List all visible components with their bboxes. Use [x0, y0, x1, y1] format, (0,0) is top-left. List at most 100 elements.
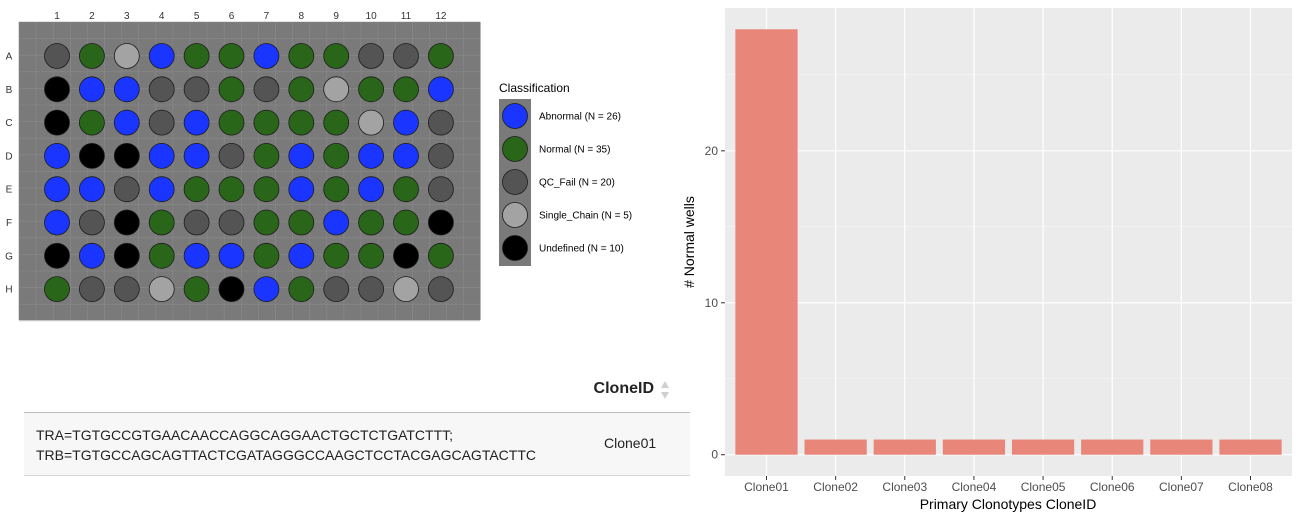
well [44, 142, 70, 169]
row-label: F [6, 218, 12, 229]
well [218, 242, 245, 269]
well [44, 176, 70, 203]
legend-key [502, 202, 528, 228]
well [183, 242, 210, 269]
well [427, 142, 454, 169]
well [427, 209, 454, 236]
column-label: 2 [89, 11, 95, 22]
bar-clone06 [1081, 439, 1144, 455]
bar-clone08 [1219, 439, 1282, 455]
well [218, 276, 245, 303]
well [427, 76, 454, 103]
legend-label: Single_Chain (N = 5) [539, 211, 632, 222]
column-label: 4 [159, 11, 165, 22]
tra-sequence: TRA=TGTGCCGTGAACAACCAGGCAGGAACTGCTCTGATC… [36, 427, 454, 443]
y-tick-label: 10 [705, 296, 719, 310]
well [427, 276, 454, 303]
well [288, 43, 315, 69]
well [358, 276, 385, 303]
clone-table: CloneID TRA=TGTGCCGTGAACAACCAGGCAGGAACTG… [24, 372, 690, 476]
row-label: A [6, 52, 13, 63]
column-label: 3 [124, 11, 130, 22]
well [79, 176, 105, 203]
row-label: H [5, 285, 12, 296]
well [358, 209, 385, 236]
well [323, 76, 350, 103]
bar-clone07 [1150, 439, 1213, 455]
bar-clone04 [942, 439, 1006, 455]
well [183, 43, 210, 69]
well [253, 209, 280, 236]
well [79, 276, 105, 303]
legend-label: QC_Fail (N = 20) [539, 178, 615, 189]
well [183, 76, 210, 103]
bars [735, 29, 1282, 455]
row-label: G [5, 251, 13, 262]
well [288, 109, 315, 136]
well [393, 76, 419, 103]
well [113, 242, 140, 269]
well [79, 209, 105, 236]
column-label: 12 [435, 11, 447, 22]
well [288, 209, 315, 236]
well [358, 142, 385, 169]
legend-key [502, 103, 528, 129]
well [44, 276, 70, 303]
column-label: 11 [401, 11, 412, 22]
well [358, 242, 385, 269]
well [148, 176, 175, 203]
column-label: 5 [194, 11, 200, 22]
well [79, 109, 105, 136]
x-tick-label: Clone02 [813, 480, 858, 494]
well [113, 142, 140, 169]
x-tick-label: Clone07 [1159, 480, 1204, 494]
well [288, 142, 315, 169]
x-tick-label: Clone01 [744, 480, 789, 494]
well [113, 176, 140, 203]
well [253, 43, 280, 69]
plate-column-labels: 1 2 3 4 5 6 7 8 9 10 11 12 [54, 11, 447, 22]
x-tick-label: Clone08 [1228, 480, 1273, 494]
well [427, 43, 454, 69]
well [113, 276, 140, 303]
well [288, 276, 315, 303]
clone-cell: Clone01 [604, 435, 657, 451]
well [323, 109, 350, 136]
table-row: TRA=TGTGCCGTGAACAACCAGGCAGGAACTGCTCTGATC… [24, 413, 690, 476]
well [79, 142, 105, 169]
well [79, 76, 105, 103]
well [218, 142, 245, 169]
legend-key [502, 235, 528, 261]
well [148, 43, 175, 69]
well [323, 276, 350, 303]
x-tick-label: Clone05 [1021, 480, 1066, 494]
sort-icon[interactable] [660, 379, 670, 401]
well [218, 176, 245, 203]
well [44, 43, 70, 69]
column-label: 9 [333, 11, 339, 22]
well [253, 76, 280, 103]
well [393, 276, 419, 303]
well [148, 76, 175, 103]
well [218, 209, 245, 236]
well [427, 176, 454, 203]
sequence-cell: TRA=TGTGCCGTGAACAACCAGGCAGGAACTGCTCTGATC… [36, 425, 536, 465]
well [358, 176, 385, 203]
bar-clone03 [873, 439, 936, 455]
column-label: 8 [299, 11, 305, 22]
well [253, 176, 280, 203]
well [183, 276, 210, 303]
well [253, 109, 280, 136]
x-tick-label: Clone03 [882, 480, 927, 494]
bar-clone05 [1011, 439, 1075, 455]
well [358, 76, 385, 103]
well [323, 242, 350, 269]
well [218, 109, 245, 136]
column-label: 7 [264, 11, 270, 22]
row-label: D [5, 151, 12, 162]
well [393, 43, 419, 69]
well [44, 109, 70, 136]
header-cloneid[interactable]: CloneID [593, 380, 654, 397]
well [393, 142, 419, 169]
